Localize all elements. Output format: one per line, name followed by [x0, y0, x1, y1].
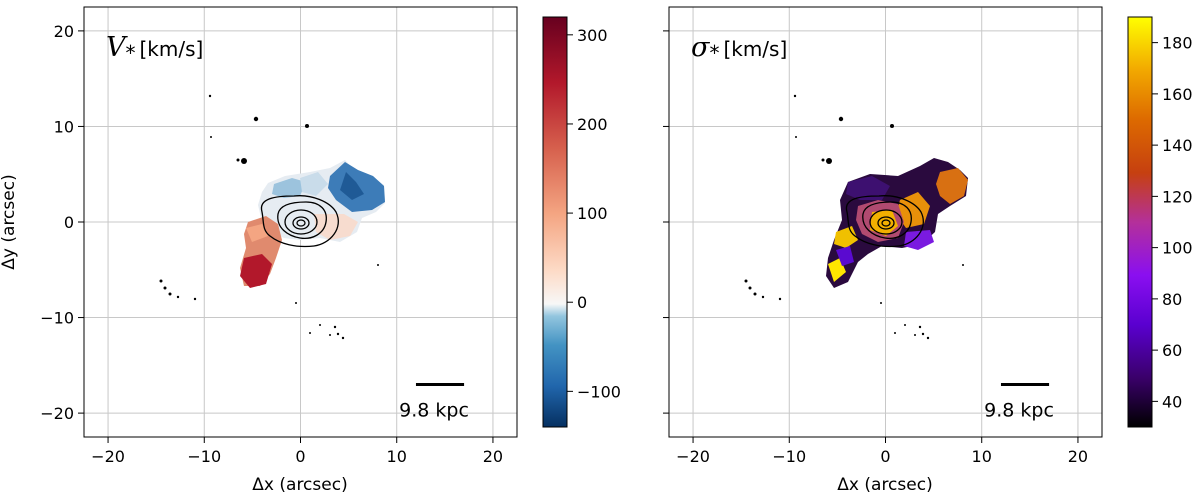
- dispersion-map-region-violet-south: [836, 246, 854, 266]
- velocity-map-region-blue-mid: [300, 172, 328, 196]
- dispersion-title-subscript: *: [709, 41, 719, 65]
- velocity-map-region-red-edge: [246, 224, 268, 242]
- velocity-contours: [260, 195, 339, 248]
- velocity-colorbar-tick-label-3: 200: [577, 115, 608, 134]
- dispersion-x-tick-label-3: 10: [972, 447, 992, 466]
- velocity-x-tick-label-2: 0: [295, 447, 305, 466]
- dispersion-map: [744, 94, 968, 340]
- velocity-panel: −20 −10 0 10 20 −20 −10 0 10 20 Δx (arcsec) Δy (…: [0, 6, 518, 495]
- velocity-y-tick-label-1: −10: [40, 309, 74, 328]
- velocity-y-ticks: −20 −10 0 10 20: [40, 22, 84, 423]
- dispersion-colorbar-fill: [1128, 17, 1152, 427]
- velocity-colorbar-tick-label-4: 300: [577, 26, 608, 45]
- velocity-y-tick-label-2: 0: [64, 213, 74, 232]
- dispersion-colorbar-tick-label-7: 180: [1162, 34, 1193, 53]
- velocity-x-tick-label-0: −20: [91, 447, 125, 466]
- velocity-x-tick-label-4: 20: [483, 447, 503, 466]
- dispersion-x-tick-label-1: −10: [772, 447, 806, 466]
- velocity-title-unit: [km/s]: [140, 37, 204, 61]
- velocity-map-region-light-red: [314, 214, 358, 240]
- dispersion-scale-bar-label: 9.8 kpc: [984, 399, 1054, 421]
- velocity-colorbar-fill: [543, 17, 567, 427]
- velocity-scale-bar-label: 9.8 kpc: [399, 399, 469, 421]
- dispersion-panel-title: σ* [km/s]: [691, 32, 787, 65]
- velocity-title-subscript: *: [126, 41, 136, 65]
- velocity-y-tick-label-4: 20: [54, 22, 74, 41]
- dispersion-colorbar-tick-label-0: 40: [1162, 392, 1182, 411]
- dispersion-colorbar-tick-label-1: 60: [1162, 341, 1182, 360]
- dispersion-colorbar-frame: [1127, 16, 1153, 428]
- dispersion-contour-specks: [744, 94, 964, 340]
- velocity-x-ticks: −20 −10 0 10 20: [91, 437, 503, 466]
- velocity-y-tick-label-0: −20: [40, 404, 74, 423]
- velocity-panel-title: V* [km/s]: [106, 32, 203, 65]
- velocity-colorbar-frame: [542, 16, 568, 428]
- dispersion-map-region-yellow-west: [834, 226, 858, 248]
- dispersion-colorbar: 40 60 80 100 120 140 160 180: [1127, 16, 1193, 428]
- dispersion-colorbar-tick-label-4: 120: [1162, 187, 1193, 206]
- dispersion-y-ticks: [663, 30, 669, 414]
- velocity-colorbar-tick-label-2: 100: [577, 204, 608, 223]
- dispersion-x-tick-label-4: 20: [1068, 447, 1088, 466]
- dispersion-x-tick-label-2: 0: [880, 447, 890, 466]
- dispersion-map-region-orange-ne: [936, 168, 968, 204]
- dispersion-map-region-violet-east: [904, 230, 934, 250]
- dispersion-title-unit: [km/s]: [723, 37, 787, 61]
- dispersion-map-region-dark-north: [846, 176, 890, 200]
- velocity-map: [159, 94, 385, 340]
- dispersion-map-region-core-bright: [870, 210, 898, 236]
- dispersion-x-axis-label: Δx (arcsec): [837, 475, 932, 495]
- velocity-y-tick-label-3: 10: [54, 117, 74, 136]
- velocity-colorbar-tick-label-1: 0: [577, 293, 587, 312]
- velocity-x-tick-label-3: 10: [387, 447, 407, 466]
- velocity-x-axis-label: Δx (arcsec): [252, 475, 347, 495]
- dispersion-contours: [845, 195, 924, 248]
- dispersion-x-tick-label-0: −20: [676, 447, 710, 466]
- dispersion-x-ticks: −20 −10 0 10 20: [676, 437, 1088, 466]
- velocity-map-region-blue-west: [272, 178, 306, 198]
- velocity-colorbar-tick-label-0: −100: [577, 382, 621, 401]
- dispersion-colorbar-tick-label-6: 160: [1162, 85, 1193, 104]
- velocity-x-tick-label-1: −10: [187, 447, 221, 466]
- velocity-map-region-blueshift-deep: [340, 172, 364, 200]
- velocity-contour-specks: [159, 94, 379, 340]
- dispersion-colorbar-tick-label-3: 100: [1162, 239, 1193, 258]
- dispersion-title-symbol: σ: [691, 32, 711, 63]
- velocity-title-symbol: V: [106, 32, 128, 63]
- velocity-colorbar: −100 0 100 200 300: [542, 16, 621, 428]
- dispersion-panel: −20 −10 0 10 20 Δx (arcsec) σ* [km/s] 9.8 kpc: [663, 6, 1103, 495]
- dispersion-colorbar-tick-label-5: 140: [1162, 136, 1193, 155]
- dispersion-grid: [669, 7, 1102, 437]
- dispersion-colorbar-tick-label-2: 80: [1162, 290, 1182, 309]
- velocity-y-axis-label: Δy (arcsec): [0, 174, 19, 269]
- dispersion-colorbar-ticks: 40 60 80 100 120 140 160 180: [1152, 34, 1193, 411]
- velocity-colorbar-ticks: −100 0 100 200 300: [567, 26, 621, 401]
- velocity-map-region-redshift-deep: [240, 254, 272, 288]
- dispersion-map-region-orange-center: [896, 192, 930, 228]
